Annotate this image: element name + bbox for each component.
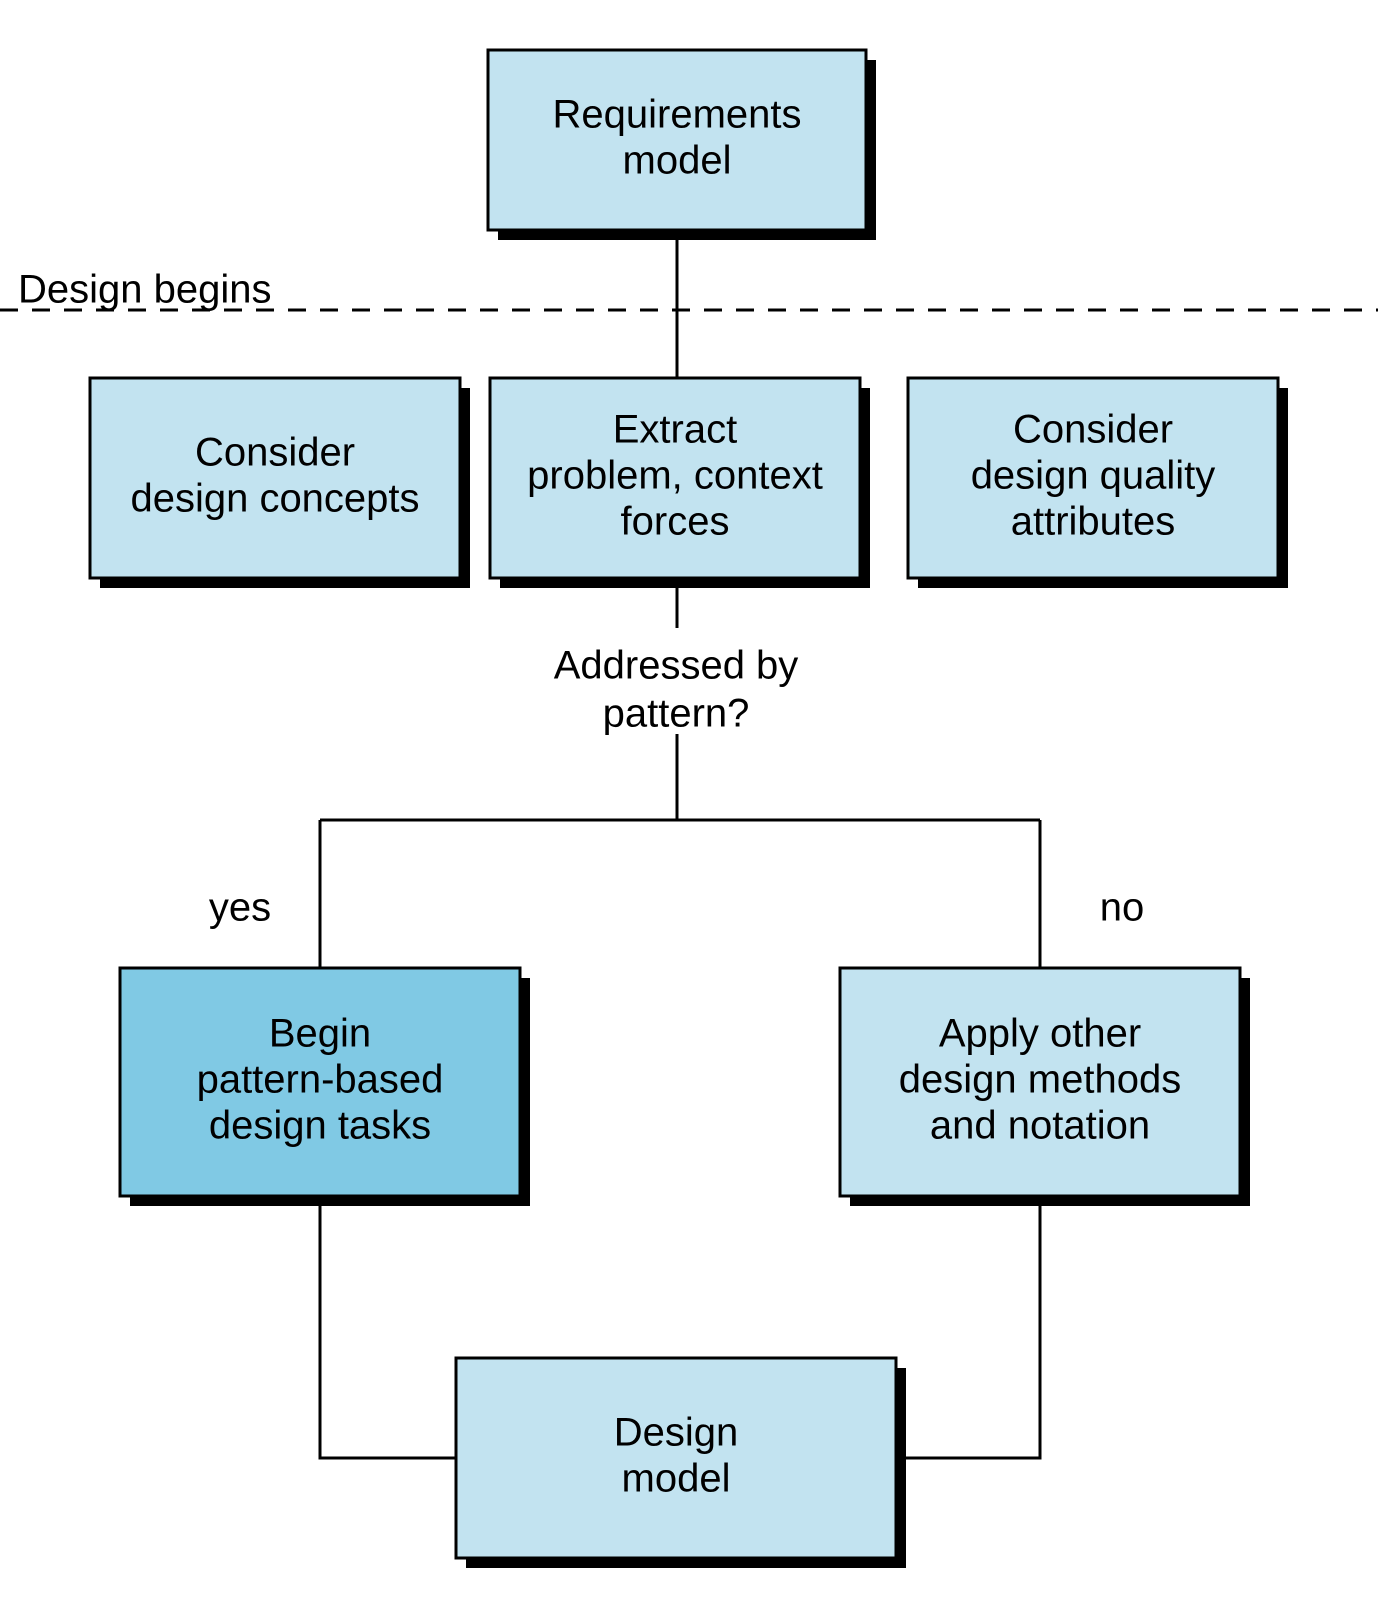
- node-text-line: design tasks: [209, 1104, 431, 1148]
- node-extract: Extractproblem, contextforces: [490, 378, 870, 588]
- node-text-line: model: [622, 1457, 731, 1501]
- node-concepts: Considerdesign concepts: [90, 378, 470, 588]
- node-text-line: Begin: [269, 1012, 371, 1056]
- node-text-line: model: [623, 139, 732, 183]
- connector-6: [320, 1196, 456, 1458]
- connector-7: [896, 1196, 1040, 1458]
- node-text-line: and notation: [930, 1104, 1150, 1148]
- node-text-line: Requirements: [552, 93, 801, 137]
- node-text-line: design quality: [971, 454, 1216, 498]
- node-text-line: pattern-based: [197, 1058, 444, 1102]
- node-text-line: Apply other: [939, 1012, 1141, 1056]
- label-no: no: [1100, 886, 1145, 930]
- node-text-line: forces: [621, 500, 730, 544]
- node-text-line: Design: [614, 1411, 739, 1455]
- node-text-line: attributes: [1011, 500, 1176, 544]
- label-yes: yes: [209, 886, 271, 930]
- node-text-line: Consider: [195, 431, 355, 475]
- node-text-line: design concepts: [130, 477, 419, 521]
- node-text-line: Consider: [1013, 408, 1173, 452]
- node-apply_other: Apply otherdesign methodsand notation: [840, 968, 1250, 1206]
- node-text-line: design methods: [899, 1058, 1181, 1102]
- node-quality: Considerdesign qualityattributes: [908, 378, 1288, 588]
- node-design_model: Designmodel: [456, 1358, 906, 1568]
- node-begin_pattern: Beginpattern-baseddesign tasks: [120, 968, 530, 1206]
- node-requirements: Requirementsmodel: [488, 50, 876, 240]
- label-addressed1: Addressed by: [554, 644, 799, 688]
- node-text-line: problem, context: [527, 454, 823, 498]
- label-addressed2: pattern?: [603, 692, 750, 736]
- node-text-line: Extract: [613, 408, 737, 452]
- label-design_begins: Design begins: [18, 268, 272, 312]
